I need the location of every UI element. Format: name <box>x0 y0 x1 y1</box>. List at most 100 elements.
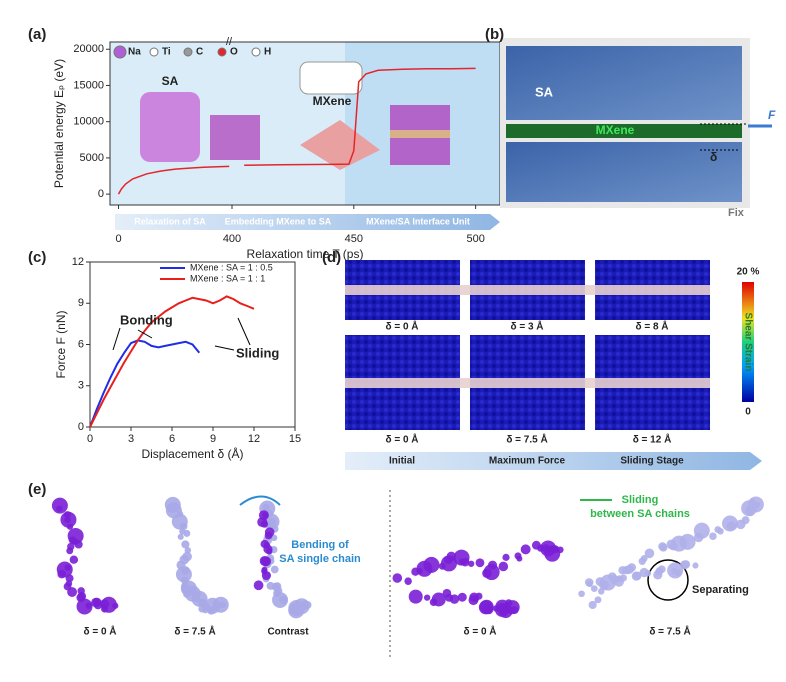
y-tick-label: 3 <box>78 380 84 392</box>
x-tick-label: 400 <box>223 233 241 245</box>
atom <box>590 585 598 592</box>
annotation-arrow <box>237 317 251 346</box>
atom <box>631 571 641 581</box>
interface-layer <box>390 130 450 138</box>
sa-inset <box>140 92 200 162</box>
legend-swatch <box>217 47 227 57</box>
label: δ <box>710 150 717 164</box>
delta-label: δ = 0 Å <box>463 625 496 638</box>
atom <box>498 561 509 572</box>
atom <box>556 546 564 554</box>
delta-label: δ = 0 Å <box>385 320 418 333</box>
atom <box>667 562 684 579</box>
atom <box>265 548 273 555</box>
atom <box>253 580 264 591</box>
legend-label: MXene : SA = 1 : 0.5 <box>190 262 273 272</box>
stage-arrow <box>345 452 762 470</box>
panel-d <box>345 260 762 470</box>
stage-label: MXene/SA Interface Unit <box>366 216 470 226</box>
annotation: Bending of <box>291 539 349 551</box>
sa-block <box>210 115 260 160</box>
atom <box>180 522 188 531</box>
atom <box>259 555 270 566</box>
atom <box>76 598 93 615</box>
chains <box>51 496 764 619</box>
delta-label: δ = 12 Å <box>633 433 672 446</box>
colorbar-label: 20 % <box>737 267 760 278</box>
panel-label: (e) <box>28 481 46 498</box>
atom <box>588 600 597 610</box>
atom <box>66 523 74 530</box>
label: F <box>768 108 776 122</box>
bend-arrow <box>239 495 281 506</box>
atom <box>261 571 271 581</box>
atom <box>658 542 667 551</box>
atom <box>65 580 73 587</box>
mxene-layer <box>506 124 742 138</box>
atom <box>614 576 624 587</box>
legend-swatch <box>183 47 193 57</box>
panel-b <box>500 38 772 208</box>
atom <box>692 562 699 569</box>
atom <box>681 560 691 569</box>
x-tick-label: 12 <box>248 433 260 445</box>
atom <box>57 569 67 579</box>
y-tick-label: 15000 <box>73 79 104 91</box>
atom <box>392 573 403 583</box>
panel-e <box>239 490 689 660</box>
delta-label: δ = 7.5 Å <box>174 625 215 638</box>
annotation-arrow <box>214 345 235 351</box>
atom <box>741 516 750 525</box>
stage-label: Initial <box>389 456 415 467</box>
separating-circle <box>647 559 689 601</box>
atom <box>442 588 452 598</box>
legend-label: O <box>230 47 238 58</box>
x-tick-label: 0 <box>115 233 121 245</box>
legend-label: H <box>264 47 271 58</box>
y-tick-label: 10000 <box>73 116 104 128</box>
annotation: SA single chain <box>279 553 361 565</box>
atom <box>177 533 184 540</box>
atom <box>404 577 412 585</box>
stage-arrow <box>115 214 500 230</box>
atom <box>74 540 83 549</box>
y-tick-label: 6 <box>78 338 84 350</box>
atom <box>64 516 71 524</box>
atom <box>457 592 467 602</box>
x-axis-title: Relaxation time T (ps) <box>247 247 364 261</box>
atom <box>270 565 279 574</box>
stage-label: Embedding MXene to SA <box>225 216 332 226</box>
atom <box>423 556 440 573</box>
atom <box>431 592 446 607</box>
annotation-arrow <box>112 327 121 351</box>
atom <box>408 589 423 604</box>
y-tick-label: 20000 <box>73 43 104 55</box>
panel-label: (c) <box>28 249 46 266</box>
atom <box>679 533 696 550</box>
axis-break: // <box>226 36 233 48</box>
mxene-band <box>345 285 710 295</box>
legend-swatch <box>113 45 127 59</box>
label: Fix <box>728 207 745 219</box>
legend-swatch <box>149 47 159 57</box>
atom <box>726 521 736 531</box>
atom <box>92 597 102 607</box>
delta-label: δ = 0 Å <box>385 433 418 446</box>
colorbar <box>742 282 754 402</box>
atom <box>578 590 585 598</box>
y-tick-label: 5000 <box>80 152 104 164</box>
stage-label: Relaxation of SA <box>134 216 206 226</box>
y-tick-label: 12 <box>72 256 84 268</box>
annotation: Bonding <box>120 312 173 327</box>
atom <box>66 547 74 555</box>
atom <box>584 578 594 587</box>
atom <box>717 528 724 535</box>
atom <box>212 596 229 613</box>
atom <box>65 574 74 583</box>
atom <box>709 532 717 540</box>
legend-swatch <box>251 47 261 57</box>
legend-label: Ti <box>162 47 171 58</box>
x-tick-label: 0 <box>87 433 93 445</box>
atom <box>264 531 273 540</box>
atom <box>475 592 483 600</box>
